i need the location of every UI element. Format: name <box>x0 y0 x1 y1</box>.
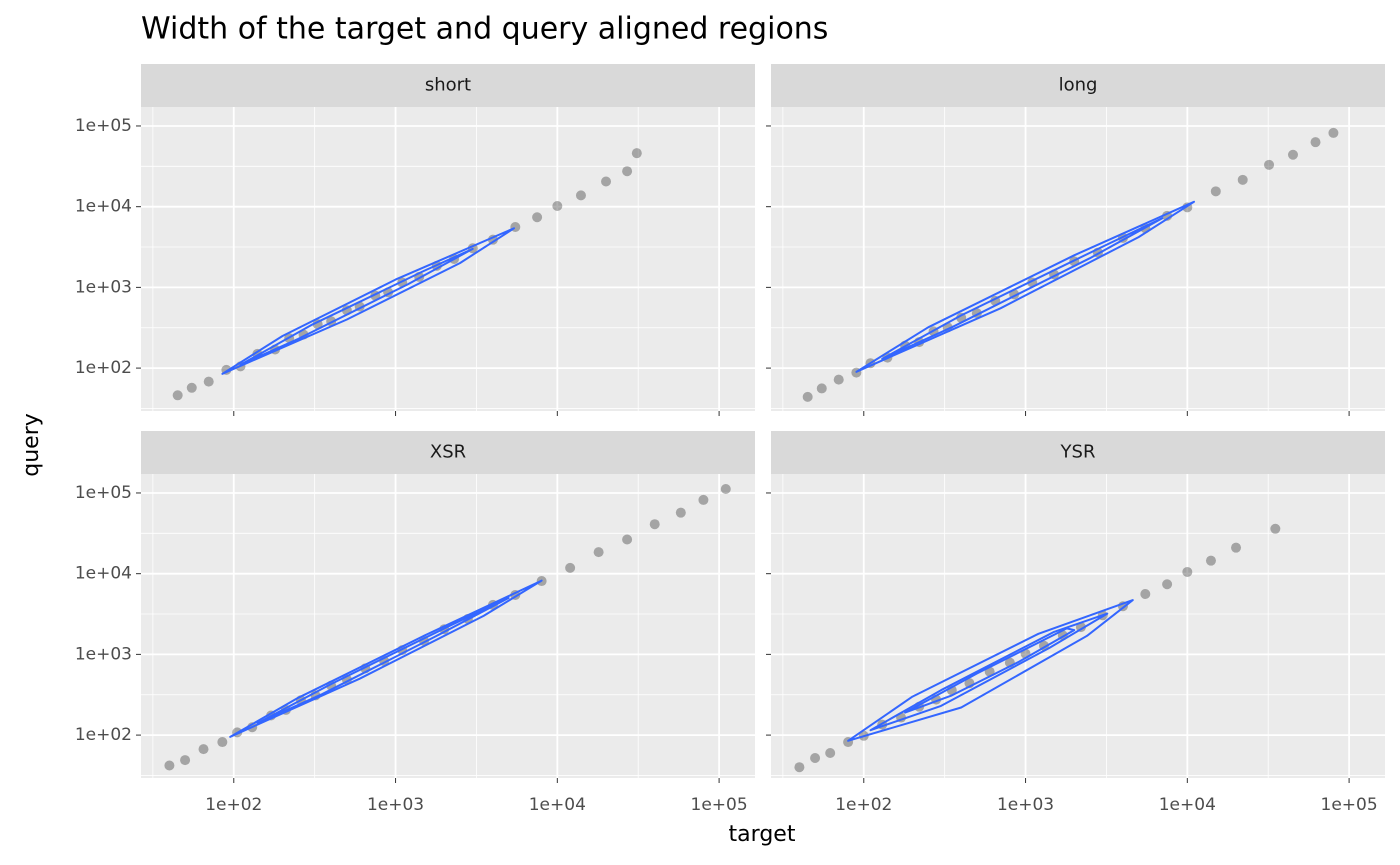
density-contour <box>256 597 510 725</box>
point <box>794 762 805 773</box>
point <box>1328 127 1339 138</box>
x-tick-label: 1e+05 <box>691 795 748 815</box>
strip <box>141 431 755 474</box>
y-tick-label: 1e+03 <box>75 644 132 664</box>
x-tick-label: 1e+04 <box>529 795 586 815</box>
point <box>180 755 191 766</box>
point <box>1205 555 1216 566</box>
point <box>532 212 543 223</box>
point <box>575 190 586 201</box>
x-tick-label: 1e+05 <box>1321 795 1378 815</box>
point <box>1210 186 1221 197</box>
point <box>698 494 709 505</box>
y-tick-label: 1e+02 <box>75 358 132 378</box>
point <box>1140 588 1151 599</box>
point <box>217 737 228 748</box>
point <box>172 390 183 401</box>
point <box>810 753 821 764</box>
x-axis-title: target <box>729 822 796 847</box>
x-tick-label: 1e+03 <box>367 795 424 815</box>
density-contour <box>229 579 543 738</box>
point <box>1264 159 1275 170</box>
strip <box>141 64 755 107</box>
density-contour <box>847 599 1134 742</box>
point <box>833 374 844 385</box>
point <box>622 534 633 545</box>
point <box>593 547 604 558</box>
y-tick-label: 1e+05 <box>75 483 132 503</box>
x-tick-label: 1e+02 <box>205 795 262 815</box>
y-axis-title: query <box>19 413 44 477</box>
point <box>622 166 633 177</box>
point <box>720 483 731 494</box>
chart-title: Width of the target and query aligned re… <box>141 12 828 47</box>
point <box>164 760 175 771</box>
strip <box>771 431 1385 474</box>
y-tick-label: 1e+04 <box>75 197 132 217</box>
y-tick-label: 1e+04 <box>75 564 132 584</box>
point <box>1182 566 1193 577</box>
density-contour <box>881 217 1164 360</box>
strip-label: short <box>425 75 471 96</box>
point <box>1270 523 1281 534</box>
point <box>203 376 214 387</box>
y-tick-label: 1e+05 <box>75 116 132 136</box>
density-contour <box>869 612 1109 732</box>
density-contour <box>904 627 1076 714</box>
point <box>1310 137 1321 148</box>
point <box>1237 174 1248 185</box>
point <box>552 200 563 211</box>
density-contour <box>221 227 515 375</box>
point <box>186 382 197 393</box>
strip <box>771 64 1385 107</box>
point <box>816 383 827 394</box>
point <box>601 176 612 187</box>
point <box>1287 149 1298 160</box>
point <box>1162 579 1173 590</box>
x-tick-label: 1e+03 <box>997 795 1054 815</box>
density-contour <box>239 247 474 366</box>
point <box>825 747 836 758</box>
strip-label: long <box>1059 75 1098 96</box>
y-tick-label: 1e+02 <box>75 725 132 745</box>
y-tick-label: 1e+03 <box>75 277 132 297</box>
point <box>802 391 813 402</box>
point <box>198 744 209 755</box>
point <box>1231 542 1242 553</box>
point <box>565 562 576 573</box>
point <box>675 507 686 518</box>
x-tick-label: 1e+02 <box>835 795 892 815</box>
strip-label: YSR <box>1060 442 1096 463</box>
point <box>649 519 660 530</box>
strip-label: XSR <box>430 442 466 463</box>
density-contour <box>855 200 1195 373</box>
x-tick-label: 1e+04 <box>1159 795 1216 815</box>
point <box>631 148 642 159</box>
panel <box>771 474 1385 778</box>
